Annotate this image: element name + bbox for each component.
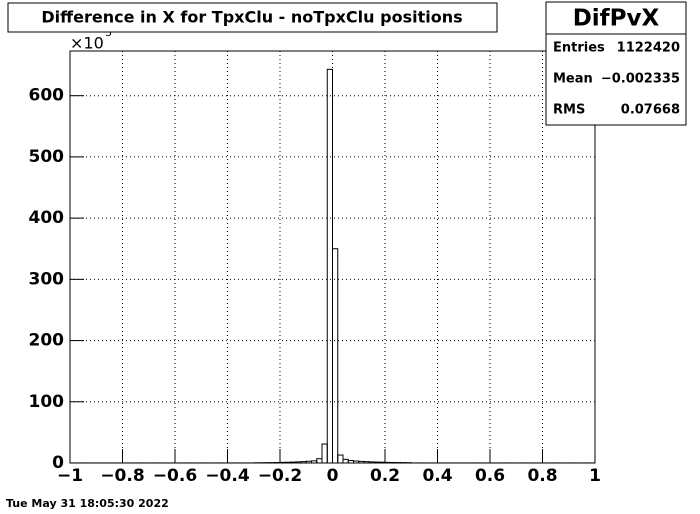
y-tick-label: 500 (29, 147, 65, 167)
x-tick-label: −0.4 (205, 466, 250, 486)
stats-value: −0.002335 (601, 72, 680, 87)
x-tick-label: −1 (57, 466, 83, 486)
y-tick-label: 600 (29, 86, 65, 106)
stats-box: DifPvX Entries 1122420 Mean −0.002335 RMS 0.0… (545, 1, 687, 126)
stats-value: 0.07668 (621, 103, 680, 118)
x-tick-label: −0.8 (100, 466, 144, 486)
y-tick-label: 100 (29, 392, 65, 412)
stats-label: RMS (553, 103, 585, 118)
chart-title: Difference in X for TpxClu - noTpxClu po… (41, 8, 462, 27)
stats-frame (545, 1, 687, 126)
stats-title: DifPvX (573, 6, 660, 32)
x-tick-label: 0.6 (475, 466, 505, 486)
y-tick-label: 400 (29, 208, 65, 228)
plot-frame (69, 50, 596, 464)
x-tick-label: −0.2 (258, 466, 302, 486)
x-tick-label: −0.6 (153, 466, 197, 486)
y-tick-label: 200 (29, 331, 65, 351)
x-tick-label: 1 (589, 466, 601, 486)
stats-value: 1122420 (617, 41, 680, 56)
x-tick-label: 0.4 (422, 466, 452, 486)
footer-date: Tue May 31 18:05:30 2022 (6, 497, 169, 510)
title-box (7, 2, 498, 33)
x-tick-label: 0.8 (527, 466, 557, 486)
stats-label: Mean (553, 72, 593, 87)
stats-label: Entries (553, 41, 605, 56)
y-multiplier: ×10 (70, 34, 104, 53)
y-tick-label: 300 (29, 269, 65, 289)
x-tick-label: 0.2 (370, 466, 400, 486)
x-tick-label: 0 (327, 466, 339, 486)
y-tick-label: 0 (52, 453, 64, 473)
